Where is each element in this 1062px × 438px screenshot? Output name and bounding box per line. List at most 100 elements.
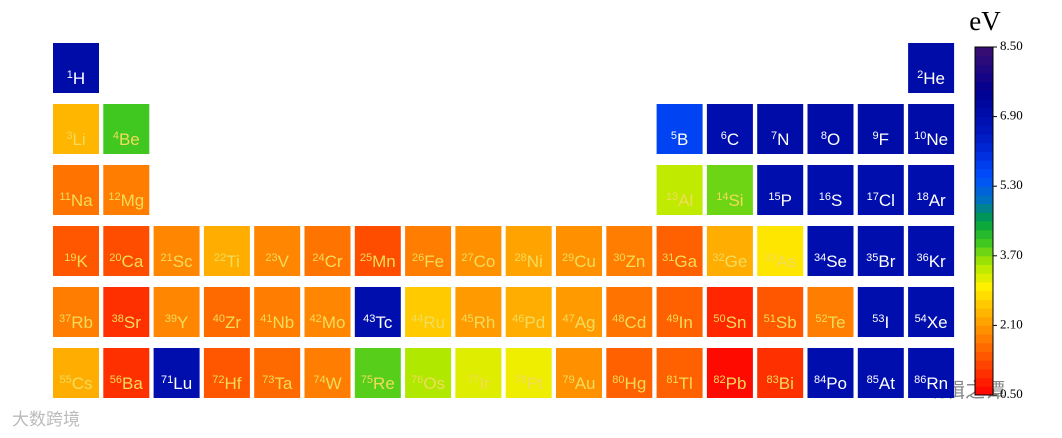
atomic-number: 28: [515, 252, 527, 264]
element-symbol: Ca: [122, 252, 144, 271]
element-label: 3Li: [66, 130, 85, 149]
element-label: 14Si: [716, 191, 743, 210]
atomic-number: 17: [867, 191, 879, 203]
element-symbol: F: [879, 130, 889, 149]
element-cell: [254, 348, 301, 398]
element-symbol: Ge: [725, 252, 748, 271]
element-cell: [656, 165, 703, 215]
element-label: 30Zn: [613, 252, 645, 271]
element-symbol: Sb: [776, 313, 797, 332]
element-cell: [153, 348, 200, 398]
atomic-number: 15: [768, 191, 780, 203]
atomic-number: 19: [64, 252, 76, 264]
element-symbol: Ar: [929, 191, 946, 210]
element-cell: [757, 165, 804, 215]
atomic-number: 8: [821, 130, 827, 142]
element-label: 15P: [768, 191, 792, 210]
element-cell: [857, 226, 904, 276]
atomic-number: 55: [59, 374, 71, 386]
atomic-number: 47: [562, 313, 574, 325]
element-cell: [254, 226, 301, 276]
element-cell: [807, 287, 854, 337]
element-symbol: Bi: [779, 374, 794, 393]
atomic-number: 4: [113, 130, 119, 142]
element-cell: [53, 348, 99, 398]
element-cell: [556, 287, 602, 337]
element-label: 5B: [671, 130, 688, 149]
atomic-number: 32: [712, 252, 724, 264]
element-label: 32Ge: [712, 252, 747, 271]
colorbar-tick-label: 8.50: [1000, 38, 1023, 53]
element-symbol: Os: [423, 374, 445, 393]
atomic-number: 86: [914, 374, 926, 386]
atomic-number: 45: [461, 313, 473, 325]
atomic-number: 49: [666, 313, 678, 325]
element-cell: [757, 226, 804, 276]
element-symbol: V: [278, 252, 290, 271]
element-symbol: S: [831, 191, 842, 210]
colorbar-segment: [975, 142, 993, 152]
element-cell: [153, 226, 200, 276]
colorbar-segment: [975, 125, 993, 135]
element-label: 12Mg: [108, 191, 144, 210]
element-cell: [908, 348, 955, 398]
atomic-number: 29: [562, 252, 574, 264]
element-symbol: He: [923, 69, 945, 88]
colorbar-segment: [975, 177, 993, 187]
element-cell: [908, 287, 955, 337]
atomic-number: 72: [212, 374, 224, 386]
element-cell: [706, 348, 753, 398]
atomic-number: 82: [713, 374, 725, 386]
element-symbol: Tc: [375, 313, 393, 332]
element-symbol: Kr: [929, 252, 946, 271]
element-symbol: Br: [878, 252, 895, 271]
element-cell: [807, 165, 854, 215]
atomic-number: 83: [767, 374, 779, 386]
element-label: 36Kr: [916, 252, 946, 271]
colorbar-segment: [975, 238, 993, 248]
atomic-number: 1: [67, 69, 73, 81]
colorbar-segment: [975, 377, 993, 387]
atomic-number: 34: [814, 252, 826, 264]
element-cell: [857, 287, 904, 337]
colorbar-segment: [975, 360, 993, 370]
atomic-number: 36: [916, 252, 928, 264]
element-cell: [908, 165, 955, 215]
element-symbol: Mo: [322, 313, 346, 332]
element-symbol: Ag: [575, 313, 596, 332]
element-cell: [455, 348, 502, 398]
element-label: 17Cl: [867, 191, 895, 210]
atomic-number: 9: [873, 130, 879, 142]
atomic-number: 23: [265, 252, 277, 264]
element-cell: [304, 348, 351, 398]
element-label: 83Bi: [767, 374, 794, 393]
element-label: 35Br: [866, 252, 896, 271]
atomic-number: 76: [411, 374, 423, 386]
colorbar-segment: [975, 368, 993, 379]
colorbar-segment: [975, 325, 993, 335]
element-label: 41Nb: [260, 313, 294, 332]
element-symbol: Se: [826, 252, 847, 271]
element-symbol: Sc: [173, 252, 193, 271]
element-label: 42Mo: [310, 313, 346, 332]
element-symbol: Ru: [423, 313, 445, 332]
colorbar-segment: [975, 229, 993, 239]
element-cell: [807, 226, 854, 276]
atomic-number: 41: [260, 313, 272, 325]
element-cell: [656, 348, 703, 398]
atomic-number: 79: [562, 374, 574, 386]
colorbar-segment: [975, 342, 993, 352]
colorbar-segment: [975, 308, 993, 318]
element-label: 47Ag: [562, 313, 595, 332]
element-symbol: Pb: [726, 374, 747, 393]
element-label: 84Po: [814, 374, 847, 393]
colorbar-label: eV: [969, 6, 1001, 36]
element-label: 81Tl: [666, 374, 692, 393]
element-label: 6C: [721, 130, 739, 149]
element-symbol: Cs: [72, 374, 93, 393]
element-label: 48Cd: [612, 313, 646, 332]
element-label: 7N: [771, 130, 789, 149]
element-label: 53I: [872, 313, 889, 332]
colorbar-segment: [975, 186, 993, 196]
element-cell: [556, 348, 602, 398]
